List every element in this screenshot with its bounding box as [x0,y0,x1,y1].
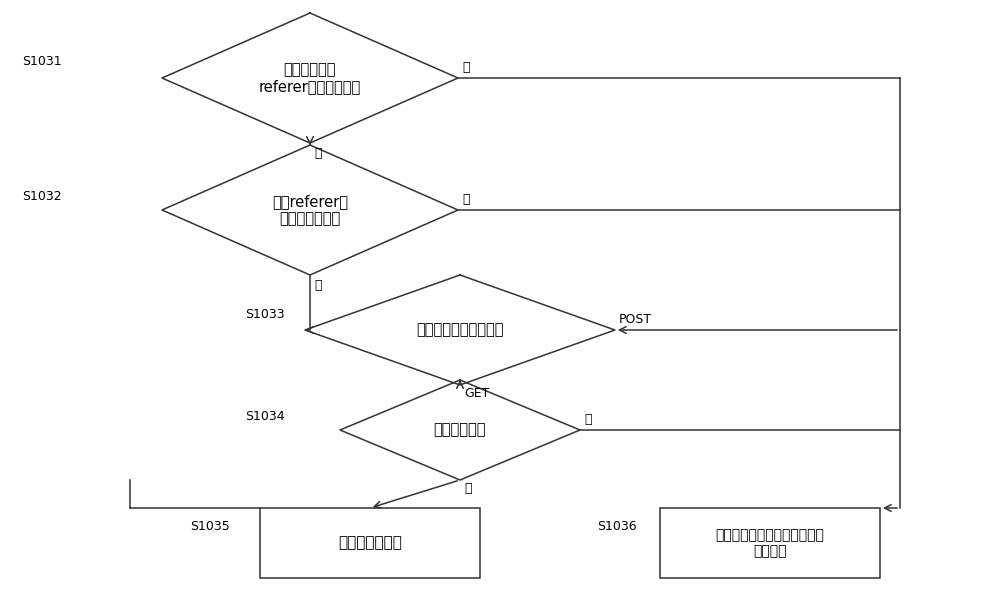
Text: POST: POST [619,313,652,326]
Text: S1031: S1031 [22,55,62,68]
Text: S1032: S1032 [22,190,62,203]
Text: 判断referer字
段是否为可信域: 判断referer字 段是否为可信域 [272,194,348,226]
Text: S1036: S1036 [597,520,637,533]
Text: S1035: S1035 [190,520,230,533]
Text: 直接放行请求包: 直接放行请求包 [338,535,402,551]
Text: 否: 否 [464,482,472,495]
Text: 否: 否 [314,147,322,160]
Text: 判断请求包的
referer字段是否为空: 判断请求包的 referer字段是否为空 [259,62,361,94]
Text: GET: GET [464,387,489,400]
Text: 是: 是 [462,61,470,74]
Text: 是: 是 [584,413,592,426]
Bar [260,508,480,578]
Text: S1034: S1034 [245,410,285,423]
Bar [660,508,880,578]
Text: 否: 否 [462,193,470,206]
Text: 是: 是 [314,279,322,292]
Text: 清除请求包中的缓存数据后放
行请求包: 清除请求包中的缓存数据后放 行请求包 [716,528,824,558]
Text: 判断请求包的请求方式: 判断请求包的请求方式 [416,323,504,338]
Text: S1033: S1033 [245,308,285,321]
Text: 敏感操作识别: 敏感操作识别 [434,423,486,438]
